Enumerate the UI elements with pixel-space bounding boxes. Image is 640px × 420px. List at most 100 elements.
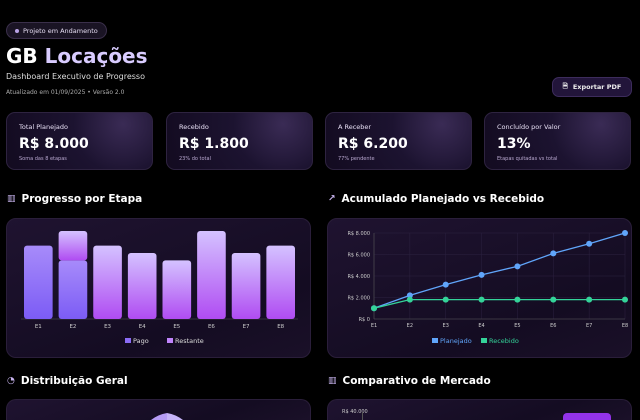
building-icon: ▥ [328,376,337,386]
status-dot-icon [15,28,19,33]
x-tick-label: E4 [478,323,484,329]
x-tick-label: E6 [208,324,215,330]
kpi-label: A Receber [338,123,372,131]
data-point-recebido [550,296,557,303]
kpi-sub: 77% pendente [338,156,375,162]
data-point-planejado [514,263,521,270]
pie-chart [151,413,183,420]
kpi-label: Concluído por Valor [497,123,561,131]
data-point-recebido [586,296,593,303]
export-label: Exportar PDF [572,83,622,91]
pie-slice [151,413,167,420]
title-part: Locações [44,44,148,68]
kpi-sub: 23% do total [179,156,211,162]
pie-chart-icon: ◔ [7,376,15,386]
data-point-recebido [442,296,449,303]
data-point-planejado [550,250,557,257]
data-point-recebido [622,296,628,303]
page-title: GB Locações [6,44,148,68]
data-point-planejado [406,292,413,299]
bar-chart: E1 E2 E3 E4 E5 E6 E7 E8 Pago Restante [21,231,298,345]
data-point-planejado [586,240,593,247]
line-chart-panel: R$ 0 R$ 2.000 R$ 4.000 R$ 6.000 R$ 8.000 E1 E2… [327,218,632,358]
legend-label: Pago [133,337,149,345]
data-point-recebido [478,296,485,303]
section-title-text: Comparativo de Mercado [342,375,491,387]
data-point-recebido [514,296,521,303]
bar-restante [58,231,88,261]
y-tick-label: R$ 6.000 [347,253,370,259]
bar-pago [58,260,88,319]
pie-slice [167,413,183,420]
bar-restante [231,253,261,319]
x-tick-label: E3 [104,324,111,330]
kpi-card-a-receber: A Receber R$ 6.200 77% pendente [325,112,472,170]
kpi-label: Recebido [179,123,209,131]
kpi-value: R$ 8.000 [19,136,89,152]
data-point-recebido [406,296,413,303]
bar-pago [24,245,53,319]
bar-chart-panel: E1 E2 E3 E4 E5 E6 E7 E8 Pago Restante [6,218,311,358]
legend-label: Planejado [440,337,472,345]
x-tick-label: E4 [139,324,146,330]
data-point-recebido [371,305,377,312]
line-chart: R$ 0 R$ 2.000 R$ 4.000 R$ 6.000 R$ 8.000 E1 E2… [347,230,628,345]
section-title-progress: ▥ Progresso por Etapa [7,193,142,205]
legend-swatch [432,338,438,343]
kpi-value: 13% [497,136,531,152]
x-tick-label: E6 [550,323,556,329]
section-title-text: Progresso por Etapa [21,193,143,205]
section-title-text: Acumulado Planejado vs Recebido [341,193,545,205]
legend-swatch [167,338,173,343]
status-badge: Projeto em Andamento [6,22,107,39]
legend-label: Recebido [489,337,519,345]
trend-up-icon: ↗ [328,194,336,204]
export-pdf-button[interactable]: 🗎 Exportar PDF [552,77,632,97]
x-tick-label: E7 [586,323,592,329]
status-badge-label: Projeto em Andamento [23,26,98,35]
x-tick-label: E8 [277,324,284,330]
legend-swatch [481,338,487,343]
market-panel: R$ 40.000 [327,399,632,420]
kpi-sub: Soma das 8 etapas [19,156,67,162]
section-title-distribution: ◔ Distribuição Geral [7,375,128,387]
y-tick-label: R$ 4.000 [347,274,370,280]
x-tick-label: E2 [407,323,413,329]
bar-restante [93,245,122,319]
series-line-planejado [373,232,626,309]
x-tick-label: E1 [371,323,377,329]
x-tick-label: E3 [443,323,449,329]
section-title-text: Distribuição Geral [20,375,128,387]
distribution-panel [6,399,311,420]
kpi-label: Total Planejado [19,123,68,131]
bar-restante [197,231,226,319]
bar-restante [162,260,192,319]
kpi-card-concluido: Concluído por Valor 13% Etapas quitadas vs… [484,112,631,170]
x-tick-label: E1 [35,324,42,330]
bar-chart-icon: ▥ [7,194,16,204]
y-tick-label: R$ 0 [359,317,370,323]
market-bar [563,413,611,420]
bar-restante [266,245,295,319]
file-pdf-icon: 🗎 [562,81,568,90]
legend-label: Restante [175,337,204,345]
data-point-planejado [442,281,449,288]
kpi-card-recebido: Recebido R$ 1.800 23% do total [166,112,313,170]
y-tick-label: R$ 40.000 [342,409,368,415]
data-point-planejado [478,271,485,278]
page-subtitle: Dashboard Executivo de Progresso [6,72,145,81]
kpi-value: R$ 6.200 [338,136,408,152]
x-tick-label: E7 [243,324,250,330]
section-title-cumulative: ↗ Acumulado Planejado vs Recebido [328,193,544,205]
kpi-sub: Etapas quitadas vs total [497,156,558,162]
title-part: GB [6,44,45,68]
bar-restante [127,253,157,319]
y-tick-label: R$ 8.000 [347,231,370,237]
updated-text: Atualizado em 01/09/2025 • Versão 2.0 [6,89,125,96]
x-tick-label: E5 [173,324,180,330]
data-point-planejado [622,230,628,236]
x-tick-label: E8 [622,323,628,329]
x-tick-label: E5 [514,323,520,329]
legend-swatch [125,338,131,343]
section-title-market: ▥ Comparativo de Mercado [328,375,491,387]
